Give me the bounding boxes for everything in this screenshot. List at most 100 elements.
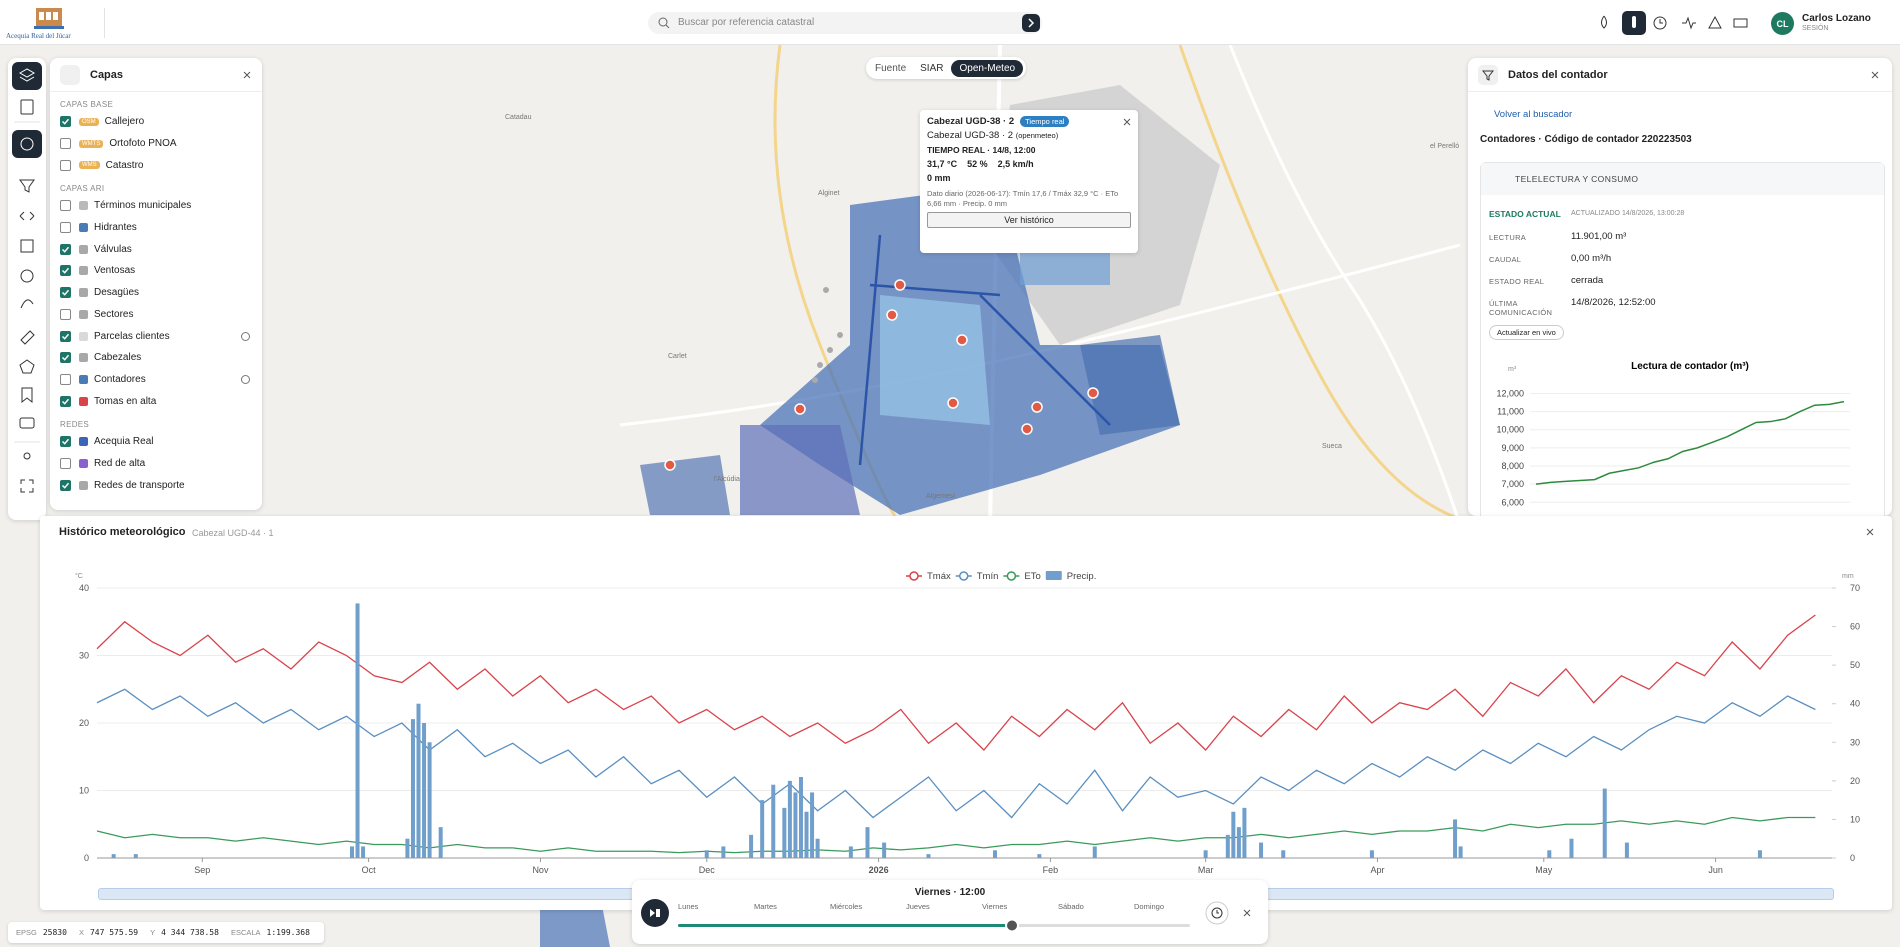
checkbox[interactable] bbox=[60, 200, 71, 212]
field-row: CAUDAL 0,00 m³/h bbox=[1489, 253, 1879, 275]
checkbox[interactable] bbox=[60, 330, 71, 342]
precip-bar bbox=[438, 827, 443, 858]
back-link[interactable]: Volver al buscador bbox=[1494, 109, 1573, 120]
precip-bar bbox=[882, 842, 887, 858]
layer-row[interactable]: WMTS Ortofoto PNOA bbox=[50, 133, 262, 155]
telemetry-section: TELELECTURA Y CONSUMO bbox=[1481, 163, 1884, 195]
layer-label: Tomas en alta bbox=[94, 395, 157, 407]
checkbox[interactable] bbox=[60, 373, 71, 385]
tool-icons[interactable] bbox=[8, 58, 46, 520]
checkbox[interactable] bbox=[60, 479, 71, 491]
meter-line bbox=[1535, 400, 1845, 485]
weather-chart: °C mm 0 10 20 30 40 0 10 20 30 40 50 60 70 Sep Oct Nov Dec… bbox=[75, 571, 1860, 875]
precip-bar bbox=[865, 827, 870, 858]
checkbox[interactable] bbox=[60, 352, 71, 364]
precip-bar bbox=[1092, 846, 1097, 858]
checkbox[interactable] bbox=[60, 287, 71, 299]
close-icon[interactable] bbox=[1865, 527, 1875, 537]
layer-row[interactable]: Parcelas clientes bbox=[50, 325, 262, 347]
y2-tick-label: 40 bbox=[1850, 699, 1860, 709]
checkbox[interactable] bbox=[60, 159, 71, 171]
status-bar: EPSG 25830 X 747 575.59 Y 4 344 738.58 ESCALA 1… bbox=[8, 922, 324, 943]
layer-row[interactable]: Redes de transporte bbox=[50, 474, 262, 496]
play-button[interactable] bbox=[640, 898, 670, 928]
layer-row[interactable]: Sectores bbox=[50, 304, 262, 326]
precip-bar bbox=[427, 742, 432, 858]
legend-swatch bbox=[1045, 571, 1062, 580]
checkbox[interactable] bbox=[60, 457, 71, 469]
checkbox[interactable] bbox=[60, 243, 71, 255]
close-icon[interactable] bbox=[1123, 118, 1131, 126]
search-button[interactable] bbox=[1022, 14, 1040, 32]
y-tick-label: 30 bbox=[79, 651, 89, 661]
refresh-button[interactable]: Actualizar en vivo bbox=[1489, 325, 1564, 340]
time-slider[interactable] bbox=[676, 918, 1196, 934]
layer-label: Acequia Real bbox=[94, 436, 154, 448]
layer-row[interactable]: Contadores bbox=[50, 369, 262, 391]
checkbox[interactable] bbox=[60, 308, 71, 320]
layer-label: Términos municipales bbox=[94, 200, 192, 212]
precip-bar bbox=[410, 719, 415, 858]
legend-label: Tmín bbox=[977, 571, 999, 582]
meter-title: Datos del contador bbox=[1508, 68, 1608, 81]
field-row: LECTURA 11.901,00 m³ bbox=[1489, 231, 1879, 253]
checkbox[interactable] bbox=[60, 436, 71, 448]
field-value: 11.901,00 m³ bbox=[1571, 231, 1627, 242]
layer-row[interactable]: OSM Callejero bbox=[50, 111, 262, 133]
checkbox[interactable] bbox=[60, 395, 71, 407]
precip-bar bbox=[798, 777, 803, 858]
layer-label: Catastro bbox=[105, 159, 144, 171]
checkbox[interactable] bbox=[60, 265, 71, 277]
y-tick-label: 12,000 bbox=[1496, 388, 1524, 398]
close-icon[interactable] bbox=[1870, 70, 1880, 80]
legend-marker bbox=[959, 571, 969, 581]
source-option[interactable]: Open-Meteo bbox=[951, 59, 1024, 77]
y2-tick-label: 20 bbox=[1850, 776, 1860, 786]
updated-text: ACTUALIZADO 14/8/2026, 13:00:28 bbox=[1571, 210, 1685, 217]
precip-bar bbox=[349, 846, 354, 858]
history-button[interactable]: Ver histórico bbox=[927, 211, 1131, 228]
field-value: cerrada bbox=[1571, 275, 1604, 286]
precip-bar bbox=[355, 603, 360, 858]
layer-filter[interactable] bbox=[241, 374, 250, 384]
avatar[interactable]: CL bbox=[1771, 12, 1794, 35]
layer-filter[interactable] bbox=[241, 331, 250, 341]
toolbar-icons[interactable] bbox=[1590, 10, 1760, 36]
field-row: ÚLTIMA COMUNICACIÓN 14/8/2026, 12:52:00 bbox=[1489, 297, 1879, 319]
status-label: EPSG bbox=[16, 928, 37, 937]
layer-row[interactable]: Red de alta bbox=[50, 453, 262, 475]
checkbox[interactable] bbox=[60, 116, 71, 128]
layer-swatch bbox=[79, 437, 88, 447]
layer-swatch bbox=[79, 201, 88, 211]
layer-row[interactable]: Acequia Real bbox=[50, 431, 262, 453]
layer-swatch bbox=[79, 480, 88, 490]
layer-row[interactable]: WMS Catastro bbox=[50, 154, 262, 176]
layer-row[interactable]: Términos municipales bbox=[50, 195, 262, 217]
y-tick-label: 7,000 bbox=[1501, 479, 1524, 489]
checkbox[interactable] bbox=[60, 222, 71, 234]
layer-row[interactable]: Ventosas bbox=[50, 260, 262, 282]
y2-tick-label: 50 bbox=[1850, 660, 1860, 670]
user-role: SESIÓN bbox=[1802, 25, 1829, 32]
telemetry-card: TELELECTURA Y CONSUMO ESTADO ACTUAL ACTU… bbox=[1480, 162, 1885, 516]
layer-row[interactable]: Tomas en alta bbox=[50, 390, 262, 412]
checkbox[interactable] bbox=[60, 138, 71, 150]
meter-panel: Datos del contador Volver al buscador Co… bbox=[1468, 58, 1892, 516]
source-option[interactable]: SIAR bbox=[920, 62, 944, 74]
meter-heading: Contadores · Código de contador 22022350… bbox=[1480, 134, 1692, 145]
layer-row[interactable]: Hidrantes bbox=[50, 217, 262, 239]
y-axis-label: °C bbox=[75, 572, 83, 580]
close-icon[interactable] bbox=[242, 70, 252, 80]
group-title: CAPAS ARI bbox=[60, 184, 105, 194]
layer-row[interactable]: Válvulas bbox=[50, 238, 262, 260]
layer-row[interactable]: Cabezales bbox=[50, 347, 262, 369]
search-box[interactable]: Buscar por referencia catastral bbox=[648, 12, 1042, 34]
player-controls[interactable] bbox=[1204, 900, 1260, 926]
weather-panel: Histórico meteorológico Cabezal UGD-44 ·… bbox=[40, 516, 1892, 910]
series-line bbox=[96, 816, 1816, 854]
precip-bar bbox=[704, 850, 709, 858]
precip-bar bbox=[1757, 850, 1762, 858]
layer-row[interactable]: Desagües bbox=[50, 282, 262, 304]
x-tick-label: Dec bbox=[699, 865, 716, 875]
check-icon bbox=[61, 289, 70, 296]
